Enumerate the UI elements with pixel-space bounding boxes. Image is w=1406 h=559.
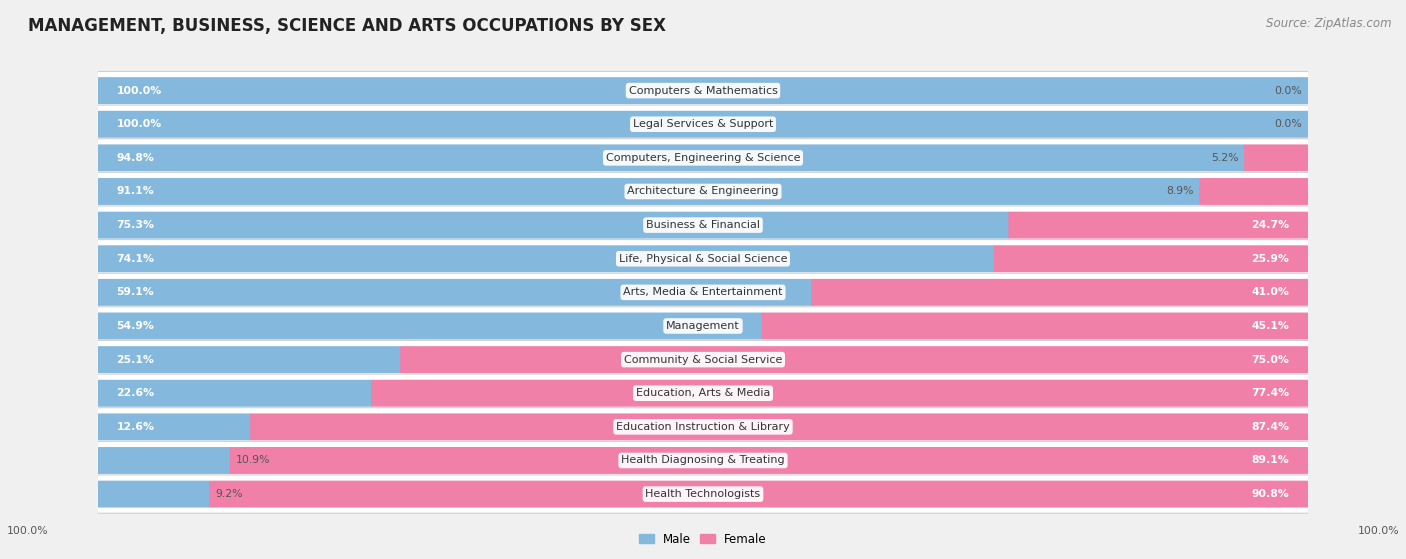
Text: Education, Arts & Media: Education, Arts & Media xyxy=(636,389,770,398)
FancyBboxPatch shape xyxy=(97,408,1309,446)
Text: Source: ZipAtlas.com: Source: ZipAtlas.com xyxy=(1267,17,1392,30)
Text: 0.0%: 0.0% xyxy=(1274,86,1302,96)
Text: 5.2%: 5.2% xyxy=(1211,153,1239,163)
FancyBboxPatch shape xyxy=(994,245,1308,272)
Text: 10.9%: 10.9% xyxy=(236,456,271,466)
Text: 54.9%: 54.9% xyxy=(117,321,155,331)
FancyBboxPatch shape xyxy=(97,139,1309,177)
FancyBboxPatch shape xyxy=(98,279,814,306)
FancyBboxPatch shape xyxy=(98,178,1201,205)
Text: Arts, Media & Entertainment: Arts, Media & Entertainment xyxy=(623,287,783,297)
Text: Education Instruction & Library: Education Instruction & Library xyxy=(616,422,790,432)
FancyBboxPatch shape xyxy=(97,240,1309,278)
Text: 100.0%: 100.0% xyxy=(1357,526,1399,536)
FancyBboxPatch shape xyxy=(401,346,1308,373)
FancyBboxPatch shape xyxy=(97,273,1309,311)
Text: Architecture & Engineering: Architecture & Engineering xyxy=(627,187,779,197)
FancyBboxPatch shape xyxy=(1199,178,1308,205)
FancyBboxPatch shape xyxy=(97,105,1309,144)
FancyBboxPatch shape xyxy=(1244,144,1308,171)
Text: 45.1%: 45.1% xyxy=(1251,321,1289,331)
Text: 100.0%: 100.0% xyxy=(117,119,162,129)
Text: 100.0%: 100.0% xyxy=(7,526,49,536)
Text: 91.1%: 91.1% xyxy=(117,187,155,197)
Text: 8.9%: 8.9% xyxy=(1167,187,1194,197)
Text: Computers & Mathematics: Computers & Mathematics xyxy=(628,86,778,96)
Text: Business & Financial: Business & Financial xyxy=(645,220,761,230)
Text: 75.3%: 75.3% xyxy=(117,220,155,230)
Text: 22.6%: 22.6% xyxy=(117,389,155,398)
FancyBboxPatch shape xyxy=(98,212,1010,239)
FancyBboxPatch shape xyxy=(98,245,995,272)
FancyBboxPatch shape xyxy=(98,380,373,407)
Text: 87.4%: 87.4% xyxy=(1251,422,1289,432)
Text: Community & Social Service: Community & Social Service xyxy=(624,354,782,364)
Text: 0.0%: 0.0% xyxy=(1274,119,1302,129)
Text: 9.2%: 9.2% xyxy=(215,489,243,499)
FancyBboxPatch shape xyxy=(98,111,1308,138)
FancyBboxPatch shape xyxy=(762,312,1308,339)
FancyBboxPatch shape xyxy=(98,346,402,373)
FancyBboxPatch shape xyxy=(371,380,1308,407)
FancyBboxPatch shape xyxy=(98,312,763,339)
FancyBboxPatch shape xyxy=(97,475,1309,513)
Text: 89.1%: 89.1% xyxy=(1251,456,1289,466)
Text: 41.0%: 41.0% xyxy=(1251,287,1289,297)
Text: 100.0%: 100.0% xyxy=(117,86,162,96)
Text: 94.8%: 94.8% xyxy=(117,153,155,163)
FancyBboxPatch shape xyxy=(250,414,1308,440)
Text: Life, Physical & Social Science: Life, Physical & Social Science xyxy=(619,254,787,264)
FancyBboxPatch shape xyxy=(97,340,1309,379)
Legend: Male, Female: Male, Female xyxy=(634,528,772,550)
Text: Management: Management xyxy=(666,321,740,331)
Text: Legal Services & Support: Legal Services & Support xyxy=(633,119,773,129)
Text: MANAGEMENT, BUSINESS, SCIENCE AND ARTS OCCUPATIONS BY SEX: MANAGEMENT, BUSINESS, SCIENCE AND ARTS O… xyxy=(28,17,666,35)
FancyBboxPatch shape xyxy=(98,481,211,508)
FancyBboxPatch shape xyxy=(97,172,1309,211)
Text: Health Technologists: Health Technologists xyxy=(645,489,761,499)
FancyBboxPatch shape xyxy=(1008,212,1308,239)
Text: 25.1%: 25.1% xyxy=(117,354,155,364)
FancyBboxPatch shape xyxy=(97,206,1309,244)
Text: 77.4%: 77.4% xyxy=(1251,389,1289,398)
FancyBboxPatch shape xyxy=(98,144,1246,171)
Text: 12.6%: 12.6% xyxy=(117,422,155,432)
Text: Health Diagnosing & Treating: Health Diagnosing & Treating xyxy=(621,456,785,466)
FancyBboxPatch shape xyxy=(97,72,1309,110)
FancyBboxPatch shape xyxy=(97,374,1309,413)
Text: Computers, Engineering & Science: Computers, Engineering & Science xyxy=(606,153,800,163)
FancyBboxPatch shape xyxy=(98,77,1308,104)
Text: 24.7%: 24.7% xyxy=(1251,220,1289,230)
Text: 90.8%: 90.8% xyxy=(1251,489,1289,499)
FancyBboxPatch shape xyxy=(97,307,1309,345)
Text: 74.1%: 74.1% xyxy=(117,254,155,264)
FancyBboxPatch shape xyxy=(811,279,1308,306)
FancyBboxPatch shape xyxy=(209,481,1308,508)
Text: 25.9%: 25.9% xyxy=(1251,254,1289,264)
FancyBboxPatch shape xyxy=(98,447,231,474)
Text: 75.0%: 75.0% xyxy=(1251,354,1289,364)
FancyBboxPatch shape xyxy=(229,447,1308,474)
FancyBboxPatch shape xyxy=(98,414,252,440)
FancyBboxPatch shape xyxy=(97,441,1309,480)
Text: 59.1%: 59.1% xyxy=(117,287,155,297)
